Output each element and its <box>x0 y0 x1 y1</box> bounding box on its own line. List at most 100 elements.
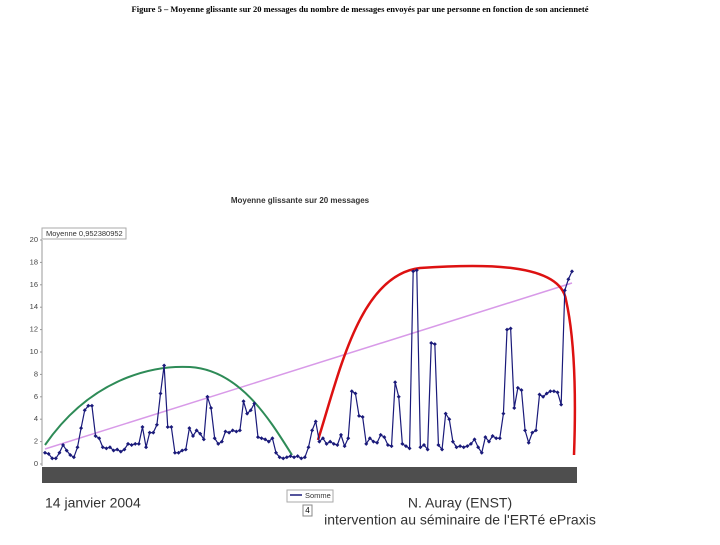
x-axis-labels-illegible <box>42 467 577 483</box>
data-point <box>115 447 120 452</box>
data-point <box>57 450 62 455</box>
data-point <box>144 445 149 450</box>
data-point <box>97 436 102 441</box>
trend-line <box>44 282 573 450</box>
data-point <box>209 406 214 410</box>
data-point <box>104 446 109 451</box>
y-tick-label: 0 <box>34 459 38 468</box>
data-point <box>403 444 408 449</box>
data-point <box>468 441 473 446</box>
data-point <box>245 411 250 416</box>
data-point <box>252 401 257 406</box>
data-point <box>310 428 315 433</box>
data-point <box>440 447 445 452</box>
annotation-box <box>41 227 127 240</box>
data-point <box>281 456 286 461</box>
data-point <box>497 436 502 441</box>
data-point <box>389 444 394 449</box>
data-point <box>274 450 279 455</box>
data-point <box>544 391 549 396</box>
data-point <box>479 450 484 455</box>
data-point <box>219 439 224 444</box>
data-point <box>338 432 343 437</box>
series-line <box>44 269 573 460</box>
data-point <box>490 434 495 438</box>
data-point <box>266 439 271 444</box>
data-point <box>429 341 434 346</box>
data-point <box>328 439 333 444</box>
data-point <box>201 437 206 442</box>
data-point <box>371 439 376 444</box>
data-point <box>396 394 401 399</box>
data-point <box>393 380 398 385</box>
chart-title: Moyenne glissante sur 20 messages <box>231 196 370 205</box>
y-tick-label: 16 <box>30 280 38 289</box>
data-point <box>465 444 470 449</box>
data-point <box>172 450 177 455</box>
page-number: 4 <box>305 506 310 515</box>
legend-label: Somme <box>305 491 331 500</box>
data-point <box>93 434 98 438</box>
data-point <box>537 392 542 397</box>
data-point <box>299 456 304 461</box>
data-point <box>270 436 275 441</box>
data-point <box>360 414 365 419</box>
data-point <box>111 448 116 453</box>
data-point <box>559 402 564 407</box>
data-point <box>335 442 340 447</box>
data-point <box>263 437 268 442</box>
data-point <box>443 411 448 416</box>
data-point <box>450 439 455 444</box>
data-point <box>407 446 412 451</box>
data-point <box>190 434 195 438</box>
y-tick-label: 12 <box>30 325 38 334</box>
data-point <box>432 342 437 347</box>
data-point <box>476 445 481 450</box>
data-point <box>107 445 112 450</box>
data-point <box>176 450 181 455</box>
y-tick-label: 20 <box>30 235 38 244</box>
data-point <box>566 277 571 282</box>
hand-curve-green <box>44 365 293 456</box>
data-point <box>43 450 47 455</box>
data-point <box>129 442 134 447</box>
data-point <box>414 268 419 273</box>
footer-author: N. Auray (ENST) <box>408 495 512 511</box>
data-point <box>551 389 556 394</box>
annotation: Moyenne 0,952380952 <box>46 229 123 238</box>
data-point <box>331 441 336 446</box>
data-point <box>198 431 203 436</box>
data-point <box>205 394 210 399</box>
data-point <box>530 430 535 435</box>
data-point <box>494 436 499 441</box>
data-point <box>169 425 174 430</box>
data-point <box>100 445 105 450</box>
y-tick-label: 4 <box>34 414 38 423</box>
data-point <box>158 391 163 396</box>
data-point <box>515 385 520 390</box>
data-point <box>86 403 91 408</box>
data-point <box>382 435 387 440</box>
data-point <box>519 388 524 393</box>
y-tick-label: 14 <box>30 302 38 311</box>
y-tick-label: 2 <box>34 437 38 446</box>
data-point <box>375 440 380 445</box>
data-point <box>378 432 383 437</box>
data-point <box>541 394 546 399</box>
data-point <box>458 444 463 449</box>
figure-caption: Figure 5 – Moyenne glissante sur 20 mess… <box>132 4 589 14</box>
data-point <box>234 429 239 434</box>
data-point <box>436 442 441 447</box>
data-point <box>353 391 358 396</box>
data-point <box>259 436 264 441</box>
data-point <box>241 399 246 404</box>
data-point <box>324 441 329 446</box>
data-point <box>71 455 76 460</box>
data-point <box>508 326 513 331</box>
data-point <box>367 436 372 441</box>
data-point <box>422 442 427 447</box>
data-point <box>227 430 232 435</box>
data-point <box>288 454 293 459</box>
data-point <box>447 417 452 422</box>
